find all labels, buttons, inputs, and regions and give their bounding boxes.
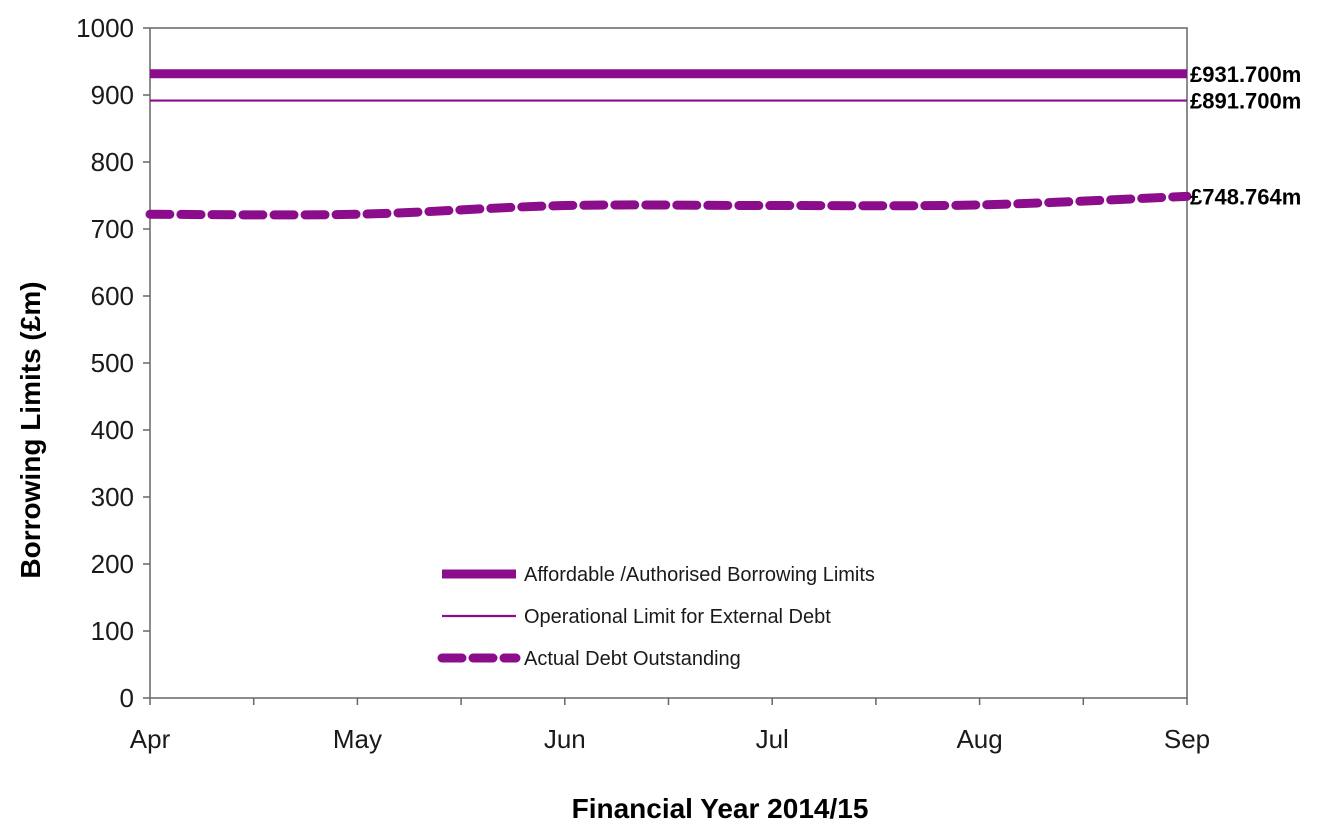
end-label-3: £748.764m xyxy=(1190,184,1301,209)
plot-area xyxy=(149,27,1188,699)
y-tick-label: 600 xyxy=(91,281,134,311)
y-tick-label: 200 xyxy=(91,549,134,579)
series-layer xyxy=(145,69,1192,220)
y-tick-label: 300 xyxy=(91,482,134,512)
y-axis-ticks: 0 100 200 300 400 500 600 700 800 900 1000 xyxy=(76,13,150,713)
y-axis-title: Borrowing Limits (£m) xyxy=(15,281,46,578)
end-label-1: £931.700m xyxy=(1190,62,1301,87)
y-tick-label: 400 xyxy=(91,415,134,445)
y-tick-label: 0 xyxy=(120,683,134,713)
legend-label-2: Operational Limit for External Debt xyxy=(524,606,831,628)
y-tick-label: 500 xyxy=(91,348,134,378)
plot-frame xyxy=(149,27,1188,699)
series-line-3 xyxy=(145,191,1192,220)
y-tick-label: 700 xyxy=(91,214,134,244)
end-labels: £931.700m£891.700m £748.764m xyxy=(1190,62,1301,210)
x-axis-ticks: Apr May Jun Jul Aug Sep xyxy=(130,698,1210,754)
y-tick-label: 100 xyxy=(91,616,134,646)
y-tick-label: 800 xyxy=(91,147,134,177)
legend: Affordable /Authorised Borrowing Limits O… xyxy=(437,564,875,670)
legend-label-1: Affordable /Authorised Borrowing Limits xyxy=(524,564,875,586)
x-tick-label: Aug xyxy=(956,724,1002,754)
end-label-2: £891.700m xyxy=(1190,89,1301,114)
x-tick-label: Apr xyxy=(130,724,171,754)
legend-label-3: Actual Debt Outstanding xyxy=(524,648,741,670)
x-tick-label: Jun xyxy=(544,724,586,754)
x-axis-title: Financial Year 2014/15 xyxy=(572,793,869,823)
y-tick-label: 1000 xyxy=(76,13,134,43)
x-tick-label: Sep xyxy=(1164,724,1210,754)
y-tick-label: 900 xyxy=(91,80,134,110)
x-tick-label: May xyxy=(333,724,382,754)
x-tick-label: Jul xyxy=(756,724,789,754)
